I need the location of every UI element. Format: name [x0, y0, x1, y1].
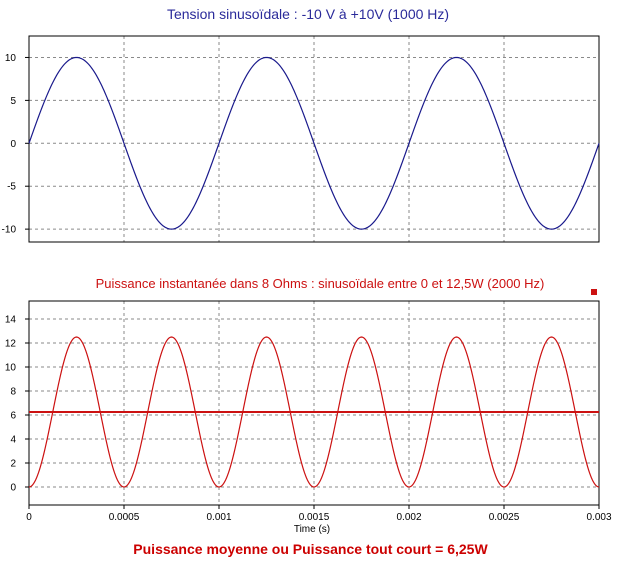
- bottom-chart-title: Puissance instantanée dans 8 Ohms : sinu…: [96, 276, 545, 291]
- y-tick-label: 2: [10, 459, 16, 470]
- y-tick-label: 14: [5, 315, 17, 326]
- y-tick-label: -5: [7, 182, 16, 193]
- y-tick-label: 10: [5, 363, 17, 374]
- bottom-chart: Puissance instantanée dans 8 Ohms : sinu…: [5, 276, 612, 535]
- average-power-caption: Puissance moyenne ou Puissance tout cour…: [133, 541, 488, 557]
- top-plot-area: 10 5 0 -5 -10: [2, 35, 600, 243]
- y-tick-label: 6: [10, 411, 16, 422]
- y-tick-label: 12: [5, 339, 17, 350]
- x-tick-label: 0: [26, 512, 32, 523]
- x-axis-label: Time (s): [294, 524, 330, 535]
- power-series-line: [28, 336, 600, 488]
- x-tick-label: 0.0005: [109, 512, 140, 523]
- top-chart-title: Tension sinusoïdale : -10 V à +10V (1000…: [167, 6, 449, 22]
- x-tick-label: 0.0015: [299, 512, 330, 523]
- x-tick-label: 0.0025: [489, 512, 520, 523]
- y-tick-label: 10: [5, 53, 17, 64]
- x-tick-label: 0.001: [206, 512, 231, 523]
- plot-frame: [28, 300, 600, 506]
- x-tick-label: 0.002: [396, 512, 421, 523]
- y-tick-label: 5: [10, 96, 16, 107]
- y-tick-label: -10: [2, 225, 17, 236]
- bottom-plot-area: 14 12 10 8 6 4 2 0 0 0.0005 0.001 0.0015 0.002 0.0025…: [5, 300, 612, 523]
- y-tick-label: 0: [10, 139, 16, 150]
- x-tick-label: 0.003: [586, 512, 611, 523]
- top-chart: Tension sinusoïdale : -10 V à +10V (1000…: [2, 6, 600, 243]
- voltage-series-line: [28, 56, 600, 230]
- chart-canvas: Tension sinusoïdale : -10 V à +10V (1000…: [2, 6, 612, 535]
- plot-frame: [28, 35, 600, 243]
- y-tick-label: 8: [10, 387, 16, 398]
- y-tick-label: 4: [10, 435, 16, 446]
- legend-marker: [591, 289, 597, 295]
- y-tick-label: 0: [10, 483, 16, 494]
